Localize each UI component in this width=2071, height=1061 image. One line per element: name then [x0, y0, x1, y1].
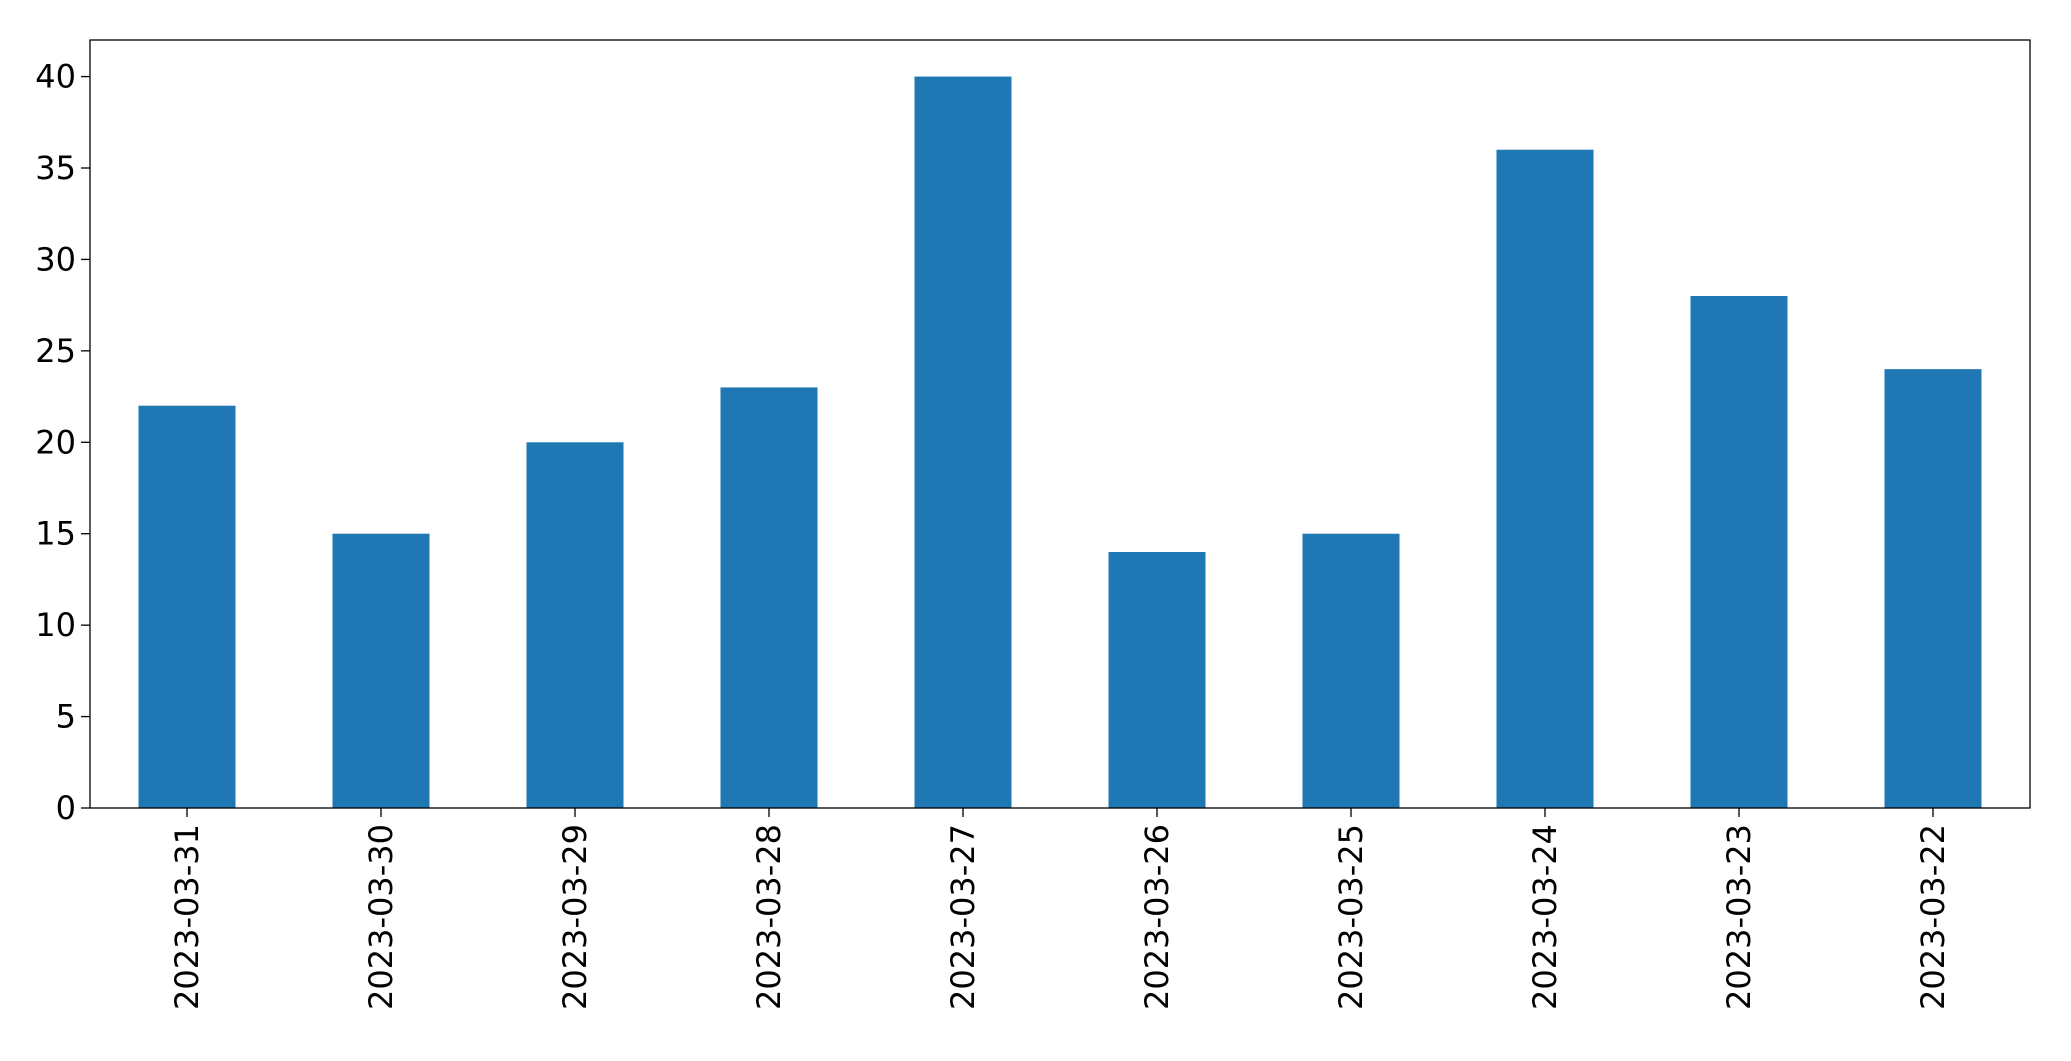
x-tick-label: 2023-03-29 [556, 824, 594, 1010]
x-tick-label: 2023-03-24 [1526, 824, 1564, 1010]
bar [1302, 533, 1400, 808]
y-tick-label: 5 [56, 698, 76, 736]
bar [720, 387, 818, 808]
y-tick-label: 15 [35, 515, 76, 553]
x-tick-label: 2023-03-25 [1332, 824, 1370, 1010]
plot-frame [89, 39, 2031, 809]
x-tick-label: 2023-03-30 [362, 824, 400, 1010]
x-tick-label: 2023-03-27 [944, 824, 982, 1010]
bar [332, 533, 430, 808]
x-tick-label: 2023-03-26 [1138, 824, 1176, 1010]
y-tick-label: 20 [35, 423, 76, 461]
x-tick-label: 2023-03-22 [1914, 824, 1952, 1010]
y-tick-label: 25 [35, 332, 76, 370]
x-tick-label: 2023-03-28 [750, 824, 788, 1010]
bar [1496, 149, 1594, 808]
bar [914, 76, 1012, 809]
y-tick-label: 40 [35, 58, 76, 96]
bar [1108, 552, 1206, 808]
x-tick-label: 2023-03-23 [1720, 824, 1758, 1010]
bar [526, 442, 624, 808]
bar [138, 405, 236, 808]
y-tick-label: 0 [56, 789, 76, 827]
y-tick-label: 10 [35, 606, 76, 644]
y-tick-label: 35 [35, 149, 76, 187]
bar [1690, 296, 1788, 808]
x-tick-label: 2023-03-31 [168, 824, 206, 1010]
y-tick-label: 30 [35, 240, 76, 278]
bar [1884, 369, 1982, 808]
